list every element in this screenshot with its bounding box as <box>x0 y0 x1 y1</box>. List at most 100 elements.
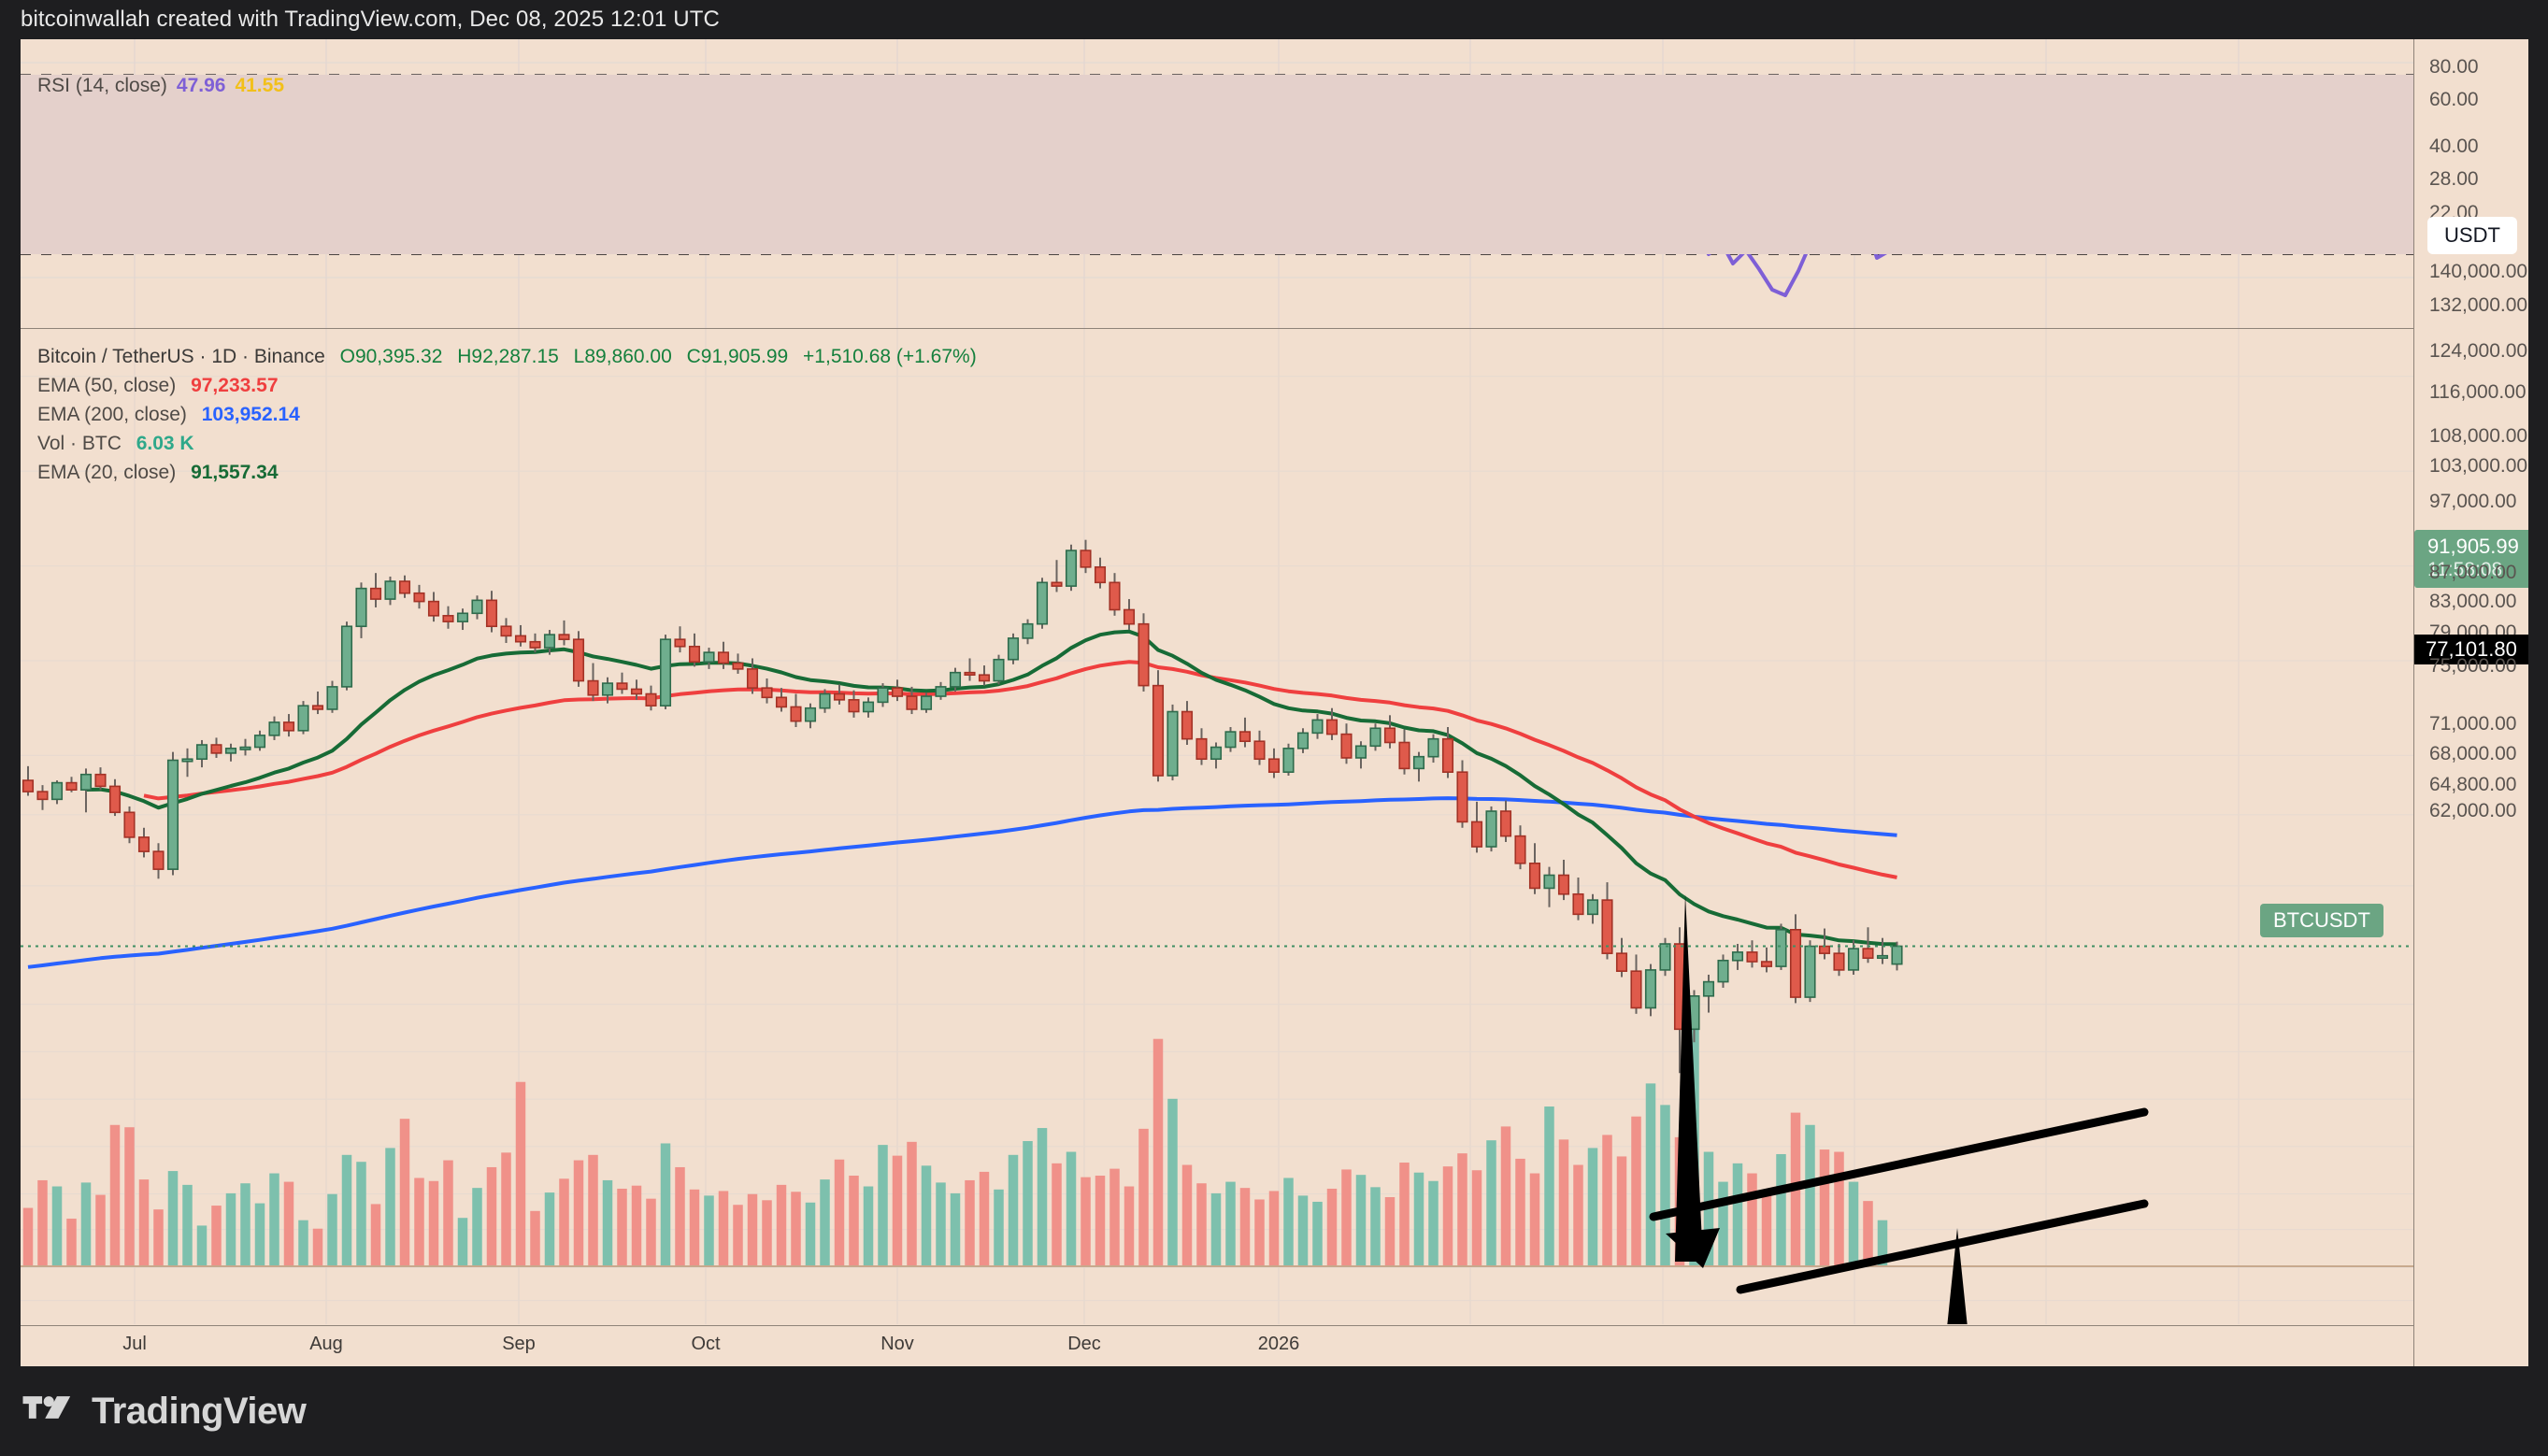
volume-bar <box>791 1192 801 1266</box>
volume-bar <box>1239 1188 1251 1266</box>
volume-bar <box>1283 1178 1294 1266</box>
candle-body <box>1630 970 1642 1009</box>
candle-body <box>1340 733 1353 759</box>
legend-row-ema50[interactable]: EMA (50, close) 97,233.57 <box>37 371 977 400</box>
volume-bar <box>805 1202 816 1266</box>
currency-chip[interactable]: USDT <box>2427 217 2517 254</box>
time-axis[interactable]: Jul Aug Sep Oct Nov Dec 2026 <box>21 1325 2413 1366</box>
candle-body <box>1847 948 1860 971</box>
candle-body <box>1109 581 1121 611</box>
volume-bar <box>1761 1192 1772 1266</box>
volume-bar <box>820 1179 830 1266</box>
rsi-tick-40: 40.00 <box>2429 136 2479 157</box>
candle-body <box>21 779 35 792</box>
candle-body <box>1572 892 1584 916</box>
candle-body <box>1412 755 1425 770</box>
plot-area[interactable]: RSI (14, close) 47.96 41.55 <box>21 39 2413 1366</box>
candle-body <box>601 682 614 696</box>
legend-row-ema20[interactable]: EMA (20, close) 91,557.34 <box>37 458 977 487</box>
symbol-price-chip[interactable]: BTCUSDT <box>2260 904 2383 937</box>
volume-bar <box>1399 1163 1410 1266</box>
candle-body <box>1253 740 1266 761</box>
volume-bar <box>631 1185 642 1266</box>
candle-body <box>630 688 643 695</box>
main-legend[interactable]: Bitcoin / TetherUS · 1D · Binance O90,39… <box>37 342 977 487</box>
candle-body <box>1224 731 1237 749</box>
volume-bar <box>617 1188 627 1266</box>
candle-body <box>1601 899 1613 954</box>
time-tick-jul: Jul <box>122 1334 147 1354</box>
volume-bar <box>1297 1195 1309 1266</box>
volume-bar <box>1718 1181 1728 1266</box>
candle-body <box>1007 637 1020 661</box>
volume-bar <box>1428 1180 1439 1266</box>
price-tick-108000: 108,000.00 <box>2429 425 2528 447</box>
candle-body <box>282 721 295 732</box>
legend-row-volume[interactable]: Vol · BTC 6.03 K <box>37 429 977 458</box>
price-axis[interactable]: 80.00 60.00 40.00 28.00 22.00 USDT 140,0… <box>2413 39 2528 1366</box>
volume-bar <box>225 1192 236 1266</box>
legend-row-ema200[interactable]: EMA (200, close) 103,952.14 <box>37 400 977 429</box>
volume-bar <box>936 1182 946 1266</box>
candle-body <box>674 638 686 648</box>
candle-body <box>529 640 541 649</box>
volume-bar <box>1645 1083 1656 1266</box>
rsi-pane[interactable]: RSI (14, close) 47.96 41.55 <box>21 39 2413 329</box>
volume-bar <box>1486 1140 1496 1266</box>
price-pane[interactable]: Bitcoin / TetherUS · 1D · Binance O90,39… <box>21 329 2413 1324</box>
target-price-chip[interactable]: 77,101.80 <box>2414 635 2528 664</box>
volume-bar <box>588 1154 598 1266</box>
volume-bar <box>1515 1158 1525 1266</box>
volume-bar <box>1529 1173 1540 1266</box>
price-tick-87000: 87,000.00 <box>2429 562 2517 583</box>
candle-body <box>1325 719 1338 735</box>
bearish-arrow-in-channel[interactable] <box>1666 894 1720 1268</box>
candle-body <box>1195 737 1208 761</box>
candle-body <box>1065 550 1078 587</box>
volume-bar <box>109 1124 121 1266</box>
candle-body <box>906 695 918 710</box>
volume-bar <box>1370 1187 1381 1266</box>
rsi-legend-value: 47.96 <box>176 75 226 96</box>
candle-body <box>1354 745 1367 759</box>
candle-body <box>1311 719 1324 735</box>
volume-bar <box>95 1194 106 1266</box>
candle-body <box>181 758 193 763</box>
volume-bar <box>863 1186 874 1266</box>
candle-body <box>732 662 744 670</box>
candle-body <box>790 706 802 722</box>
rsi-legend-ma-value: 41.55 <box>235 75 285 96</box>
legend-high: H92,287.15 <box>457 346 559 367</box>
last-price-chip[interactable]: 91,905.99 11:58:08 <box>2414 530 2528 589</box>
price-tick-64800: 64,800.00 <box>2429 774 2517 795</box>
volume-bar <box>1037 1128 1048 1266</box>
bearish-target-arrow[interactable] <box>1927 1228 1987 1324</box>
candle-body <box>50 781 64 801</box>
price-tick-103000: 103,000.00 <box>2429 455 2528 477</box>
last-price-countdown: 11:58:08 <box>2427 558 2503 580</box>
ascending-channel-drawing[interactable] <box>1649 1107 2149 1294</box>
price-tick-68000: 68,000.00 <box>2429 743 2517 764</box>
rsi-band-overlay <box>21 75 2413 254</box>
candle-body <box>587 679 599 696</box>
volume-bar <box>1109 1168 1120 1266</box>
volume-bar <box>1442 1166 1453 1266</box>
volume-bar <box>1587 1148 1598 1266</box>
candle-body <box>166 759 179 870</box>
candle-body <box>1528 863 1541 890</box>
time-tick-oct: Oct <box>691 1334 721 1354</box>
rsi-legend[interactable]: RSI (14, close) 47.96 41.55 <box>37 75 284 97</box>
candle-body <box>1514 835 1526 864</box>
volume-bar <box>1805 1124 1815 1266</box>
candle-body <box>1775 929 1787 967</box>
volume-bar <box>1819 1149 1830 1266</box>
volume-bar <box>994 1189 1004 1266</box>
tradingview-logo[interactable]: TradingView <box>22 1391 307 1433</box>
price-tick-75000: 75,000.00 <box>2429 655 2517 677</box>
candle-body <box>964 671 976 677</box>
volume-bars <box>22 1024 1888 1266</box>
candle-body <box>877 687 889 704</box>
candle-body <box>268 721 280 736</box>
candle-body <box>1485 810 1497 848</box>
legend-vol-value: 6.03 K <box>136 433 194 455</box>
